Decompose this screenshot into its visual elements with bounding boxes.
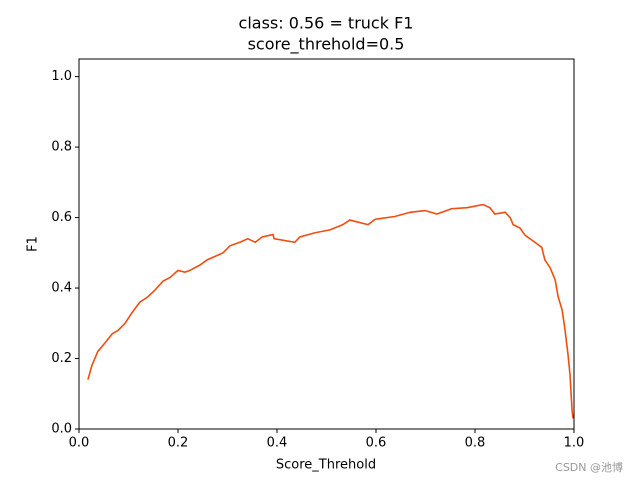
y-tick-label: 0.2 <box>51 351 72 366</box>
x-axis-label: Score_Threhold <box>276 458 376 473</box>
plot-frame <box>78 58 575 430</box>
x-tick-label: 0.8 <box>465 436 486 451</box>
y-tick-label: 0.4 <box>51 281 72 296</box>
chart-title: class: 0.56 = truck F1 <box>239 14 414 33</box>
x-tick-label: 0.4 <box>267 436 288 451</box>
x-tick-label: 1.0 <box>564 436 585 451</box>
x-tick-label: 0.0 <box>69 436 90 451</box>
y-tick-label: 0.0 <box>51 422 72 437</box>
chart-subtitle: score_threhold=0.5 <box>248 35 405 55</box>
watermark: CSDN @池博 <box>555 461 623 474</box>
y-axis-label: F1 <box>26 236 41 252</box>
x-tick-label: 0.6 <box>366 436 387 451</box>
x-tick-label: 0.2 <box>168 436 189 451</box>
y-tick-label: 0.8 <box>51 140 72 155</box>
y-tick-label: 1.0 <box>51 69 72 84</box>
y-tick-label: 0.6 <box>51 210 72 225</box>
line <box>87 203 574 419</box>
